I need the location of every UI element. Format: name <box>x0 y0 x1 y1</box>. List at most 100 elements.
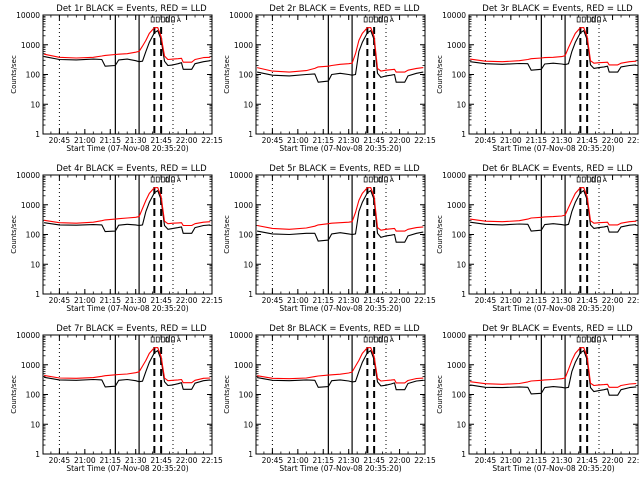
x-tick-label: 21:00 <box>500 456 522 465</box>
x-tick-label: 21:15 <box>525 296 547 305</box>
x-tick-label: 22:15 <box>627 296 640 305</box>
y-tick-label: 1000 <box>447 41 466 50</box>
x-tick-label: 20:45 <box>262 296 284 305</box>
flag-label: A <box>603 177 608 184</box>
x-tick-label: 21:45 <box>363 136 385 145</box>
x-tick-label: 22:00 <box>602 136 624 145</box>
x-tick-label: 22:15 <box>201 296 223 305</box>
saa-marker <box>166 176 170 183</box>
y-axis-label: Counts/sec <box>223 215 231 254</box>
saa-marker <box>384 176 388 183</box>
saa-marker <box>581 336 586 343</box>
detector-panel: Det 6r BLACK = Events, RED = LLD 1 10 100 10… <box>436 164 640 313</box>
y-tick-label: 10 <box>30 260 40 269</box>
plot-frame <box>255 334 426 455</box>
x-tick-label: 20:45 <box>475 296 497 305</box>
y-tick-label: 1000 <box>447 201 466 210</box>
x-axis-label: Start Time (07-Nov-08 20:35:20) <box>66 144 188 153</box>
flag-label: A <box>390 337 395 344</box>
saa-marker <box>576 336 581 343</box>
x-tick-label: 22:15 <box>414 296 436 305</box>
x-axis-label: Start Time (07-Nov-08 20:35:20) <box>279 144 401 153</box>
lld-series-line <box>470 346 637 388</box>
y-tick-label: 100 <box>452 231 467 240</box>
flag-label: A <box>603 337 608 344</box>
saa-marker <box>155 16 160 23</box>
saa-marker <box>150 16 155 23</box>
saa-marker <box>363 16 368 23</box>
y-tick-label: 10 <box>243 260 253 269</box>
flag-label: A <box>177 177 182 184</box>
panel-title: Det 7r BLACK = Events, RED = LLD <box>56 324 207 334</box>
saa-marker <box>592 16 596 23</box>
panel-title: Det 9r BLACK = Events, RED = LLD <box>482 324 633 334</box>
saa-marker <box>576 176 581 183</box>
x-tick-label: 21:15 <box>99 136 121 145</box>
saa-marker <box>379 16 383 23</box>
y-tick-label: 10000 <box>442 171 466 180</box>
plot-frame <box>468 14 639 135</box>
y-tick-label: 100 <box>26 391 41 400</box>
x-tick-label: 21:15 <box>312 296 334 305</box>
flag-label: A <box>390 17 395 24</box>
saa-marker <box>171 176 175 183</box>
panel-title: Det 2r BLACK = Events, RED = LLD <box>269 4 420 14</box>
saa-marker <box>160 336 165 343</box>
y-tick-label: 10000 <box>442 331 466 340</box>
x-tick-label: 22:00 <box>602 296 624 305</box>
y-tick-label: 100 <box>26 231 41 240</box>
y-tick-label: 10 <box>30 420 40 429</box>
y-tick-label: 10000 <box>229 171 253 180</box>
saa-marker <box>155 176 160 183</box>
x-tick-label: 21:30 <box>125 456 147 465</box>
flag-label: D <box>591 177 596 184</box>
plot-frame <box>468 334 639 455</box>
detector-panel: Det 8r BLACK = Events, RED = LLD 1 10 100 10… <box>223 324 436 473</box>
flag-label: A <box>177 337 182 344</box>
y-tick-label: 1000 <box>21 201 40 210</box>
x-tick-label: 22:00 <box>602 456 624 465</box>
panel-title: Det 8r BLACK = Events, RED = LLD <box>269 324 420 334</box>
detector-panel: Det 3r BLACK = Events, RED = LLD 1 10 100 10… <box>436 4 640 153</box>
x-axis-label: Start Time (07-Nov-08 20:35:20) <box>66 304 188 313</box>
y-tick-label: 1 <box>461 130 466 139</box>
saa-marker <box>581 16 586 23</box>
x-tick-label: 22:15 <box>201 136 223 145</box>
y-tick-label: 10000 <box>16 171 40 180</box>
saa-marker <box>160 176 165 183</box>
y-axis-label: Counts/sec <box>223 55 231 94</box>
x-tick-label: 21:00 <box>500 296 522 305</box>
y-tick-label: 10000 <box>16 11 40 20</box>
lld-series-line <box>470 26 637 66</box>
y-tick-label: 10 <box>243 100 253 109</box>
x-tick-label: 22:00 <box>389 136 411 145</box>
y-tick-label: 1000 <box>21 361 40 370</box>
saa-marker <box>384 336 388 343</box>
y-tick-label: 10 <box>243 420 253 429</box>
x-tick-label: 21:00 <box>500 136 522 145</box>
x-tick-label: 21:00 <box>287 296 309 305</box>
detector-panel: Det 5r BLACK = Events, RED = LLD 1 10 100 10… <box>223 164 436 313</box>
lld-series-line <box>44 346 211 384</box>
y-axis-label: Counts/sec <box>10 215 18 254</box>
x-tick-label: 22:00 <box>176 456 198 465</box>
lld-series-line <box>256 186 424 232</box>
events-series-line <box>470 30 637 73</box>
x-tick-label: 21:00 <box>74 296 96 305</box>
y-axis-label: Counts/sec <box>436 215 444 254</box>
x-tick-label: 20:45 <box>49 136 71 145</box>
detector-panel: Det 1r BLACK = Events, RED = LLD 1 10 100 10… <box>10 4 223 153</box>
y-tick-label: 100 <box>239 231 254 240</box>
saa-marker <box>166 336 170 343</box>
events-series-line <box>44 190 211 234</box>
y-tick-label: 1 <box>248 290 253 299</box>
plot-frame <box>42 174 213 295</box>
y-axis-label: Counts/sec <box>436 375 444 414</box>
x-tick-label: 21:45 <box>576 456 598 465</box>
x-tick-label: 21:30 <box>338 296 360 305</box>
y-axis-label: Counts/sec <box>436 55 444 94</box>
saa-marker <box>379 336 383 343</box>
y-tick-label: 1 <box>248 130 253 139</box>
saa-marker <box>373 176 378 183</box>
lld-series-line <box>43 26 211 63</box>
